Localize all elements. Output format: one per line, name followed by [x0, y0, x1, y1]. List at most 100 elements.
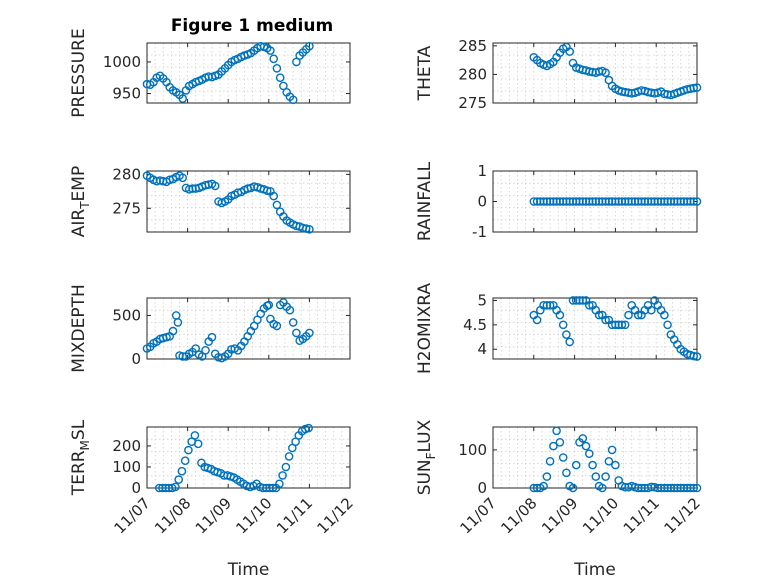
subplot-5: 0 500 MIXDEPTH	[69, 284, 351, 373]
y-tick-label: 100	[458, 441, 487, 459]
data-point	[676, 483, 686, 493]
x-tick-label: 11/10	[232, 494, 275, 537]
data-point	[578, 434, 588, 443]
data-point	[539, 481, 548, 491]
x-tick-label: 11/12	[314, 494, 357, 537]
data-point	[558, 197, 568, 206]
axes-frame	[146, 426, 351, 489]
data-point	[637, 197, 646, 206]
subplot-4: -1 0 1 RAINFALL	[415, 161, 702, 241]
data-point	[585, 197, 594, 206]
data-point	[689, 483, 699, 493]
y-tick-label: 280	[458, 65, 487, 83]
data-point	[539, 197, 548, 206]
x-tick-label: 11/08	[497, 494, 540, 537]
data-point	[660, 483, 669, 493]
data-point	[666, 483, 676, 493]
data-point	[262, 186, 272, 195]
data-point	[585, 300, 594, 310]
data-point	[542, 300, 552, 310]
y-tick-label: 4	[477, 340, 487, 358]
y-axis-label: THETA	[415, 45, 435, 101]
y-axis-label: MIXDEPTH	[69, 284, 89, 373]
data-point	[568, 197, 578, 206]
data-point	[532, 197, 542, 206]
data-point	[269, 191, 279, 201]
x-tick-label: 11/08	[151, 494, 194, 537]
data-point	[585, 449, 594, 459]
data-point	[210, 181, 220, 191]
data-point	[692, 352, 702, 361]
data-point	[178, 94, 187, 103]
x-tick-label: 11/07	[457, 494, 500, 537]
data-point	[686, 483, 695, 493]
data-point	[637, 483, 646, 493]
data-point	[633, 310, 643, 320]
y-axis-label: RAINFALL	[415, 161, 435, 241]
data-point	[545, 197, 555, 206]
data-point	[562, 468, 571, 478]
data-point	[193, 439, 203, 449]
data-point	[180, 456, 190, 466]
data-point	[611, 320, 620, 330]
data-point	[620, 320, 630, 330]
data-point	[542, 197, 552, 206]
y-tick-label: 100	[112, 458, 141, 476]
subplot-6: 4 4.5 5 H2OMIXRA	[415, 283, 702, 374]
data-point	[542, 472, 552, 481]
y-tick-label: 285	[458, 37, 487, 55]
data-point	[604, 456, 614, 466]
axes-frame	[492, 297, 698, 360]
data-point	[532, 315, 542, 325]
data-point	[640, 197, 650, 206]
data-point	[614, 320, 624, 330]
data-point	[686, 197, 695, 206]
data-point	[660, 310, 669, 320]
data-point	[279, 81, 288, 91]
data-point	[647, 197, 656, 206]
data-point	[630, 197, 640, 206]
axes-frame	[146, 297, 351, 360]
data-point	[627, 197, 637, 206]
data-point	[673, 197, 682, 206]
data-point	[663, 320, 672, 330]
data-point	[558, 453, 568, 462]
data-point	[575, 296, 584, 305]
data-point	[174, 475, 183, 484]
y-axis-label: AIRTEMP	[69, 166, 92, 237]
figure-title: Figure 1 medium	[171, 16, 333, 36]
y-tick-label: 200	[112, 437, 141, 455]
data-point	[656, 483, 666, 493]
data-point	[588, 197, 597, 206]
x-tick-label: 11/09	[192, 494, 235, 537]
data-point	[682, 483, 692, 493]
data-point	[601, 315, 610, 325]
data-point	[275, 73, 285, 82]
axes-frame	[492, 42, 698, 104]
y-axis-label: SUNFLUX	[415, 419, 438, 495]
data-point	[689, 351, 699, 361]
data-point	[201, 345, 210, 355]
y-tick-label: 1	[477, 162, 487, 180]
data-point	[624, 88, 633, 97]
y-tick-label: 0	[477, 479, 487, 497]
data-point	[545, 456, 555, 466]
data-point	[591, 472, 601, 481]
data-point	[272, 200, 282, 210]
y-axis-label: H2OMIXRA	[415, 283, 435, 374]
data-point	[285, 305, 295, 315]
data-point	[207, 332, 217, 342]
data-point	[266, 46, 275, 55]
data-point	[647, 305, 656, 315]
data-point	[614, 197, 624, 206]
data-point	[288, 95, 298, 105]
data-point	[565, 337, 575, 347]
data-point	[529, 483, 539, 493]
x-tick-label: 11/09	[538, 494, 581, 537]
data-point	[190, 431, 200, 440]
data-point	[262, 483, 271, 493]
data-point	[682, 197, 692, 206]
x-tick-label: 11/10	[579, 494, 622, 537]
data-point	[568, 296, 578, 305]
